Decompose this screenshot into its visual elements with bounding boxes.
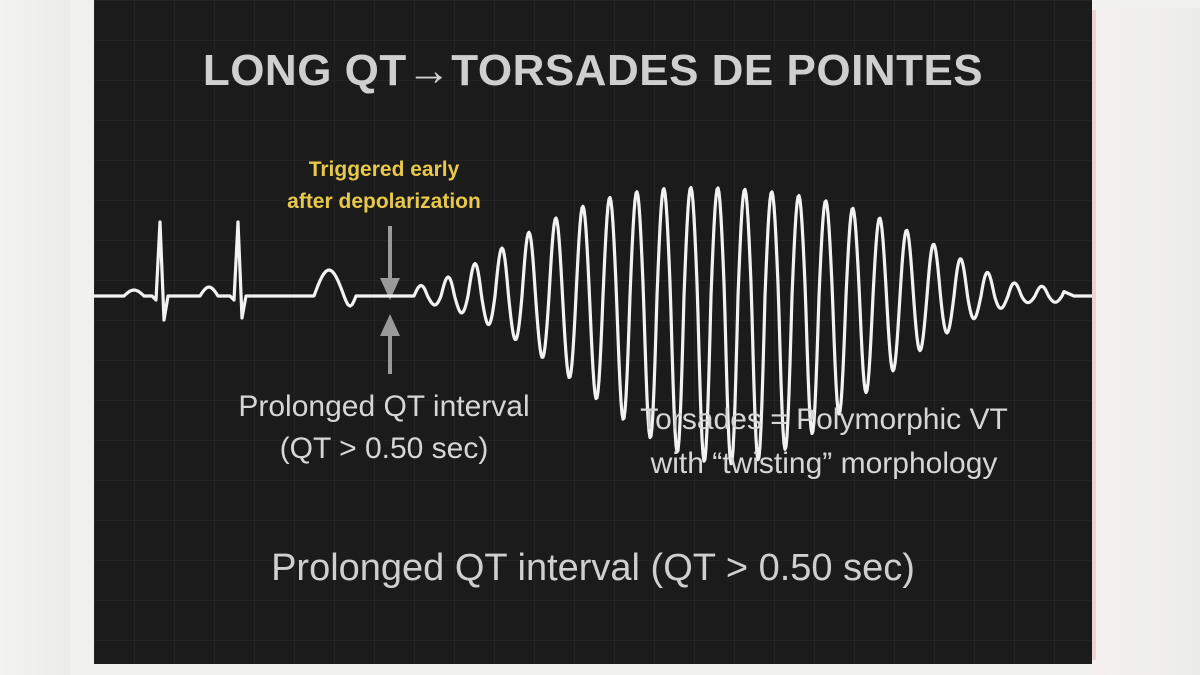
ecg-diagram-svg bbox=[94, 186, 1092, 466]
torsades-label: Torsades = Polymorphic VT with “twisting… bbox=[594, 398, 1054, 486]
torsades-line-2: with “twisting” morphology bbox=[650, 447, 998, 480]
diagram-title: LONG QT→TORSADES DE POINTES bbox=[202, 46, 984, 95]
page-margin-right bbox=[1092, 8, 1200, 675]
page-margin-left bbox=[0, 0, 70, 675]
callout-line-2: after depolarization bbox=[287, 190, 481, 213]
ecg-trace-line bbox=[94, 186, 1092, 466]
prolonged-qt-label: Prolonged QT interval (QT > 0.50 sec) bbox=[154, 386, 614, 470]
early-afterdepolarization-callout: Triggered early after depolarization bbox=[274, 154, 494, 218]
arrow-down-icon bbox=[380, 226, 400, 300]
prolonged-qt-line-1: Prolonged QT interval bbox=[238, 390, 530, 423]
torsades-line-1: Torsades = Polymorphic VT bbox=[640, 403, 1008, 436]
prolonged-qt-line-2: (QT > 0.50 sec) bbox=[279, 432, 489, 465]
arrow-up-icon bbox=[380, 314, 400, 374]
bottom-caption: Prolonged QT interval (QT > 0.50 sec) bbox=[271, 547, 915, 589]
ecg-diagram-board: LONG QT→TORSADES DE POINTES Triggered ea… bbox=[94, 0, 1092, 664]
callout-line-1: Triggered early bbox=[308, 158, 460, 181]
paper-edge bbox=[1092, 10, 1096, 660]
